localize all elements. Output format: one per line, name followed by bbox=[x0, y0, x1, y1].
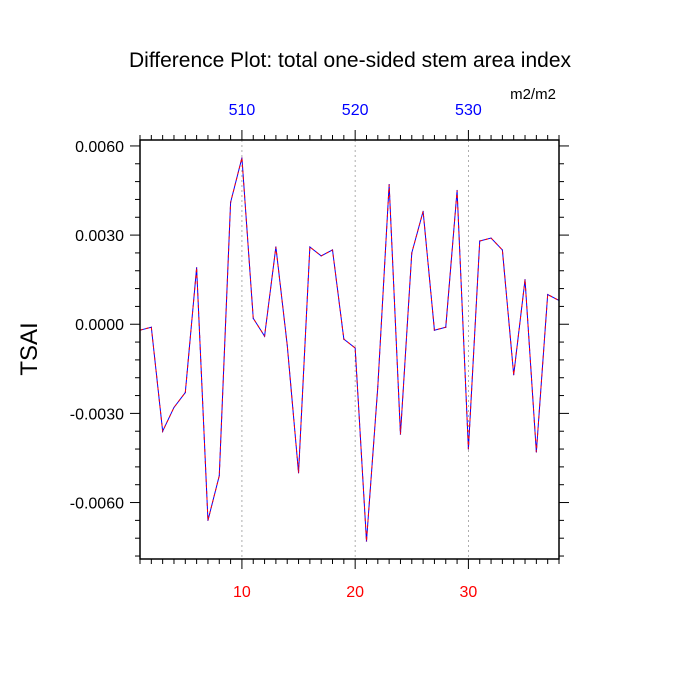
data-point bbox=[501, 249, 503, 251]
data-point bbox=[218, 475, 220, 477]
data-point bbox=[422, 210, 424, 212]
data-point bbox=[196, 267, 198, 269]
y-tick-label: 0.0060 bbox=[75, 139, 124, 156]
data-point bbox=[207, 519, 209, 521]
x-tick-label-top: 530 bbox=[455, 102, 482, 119]
x-tick-label-top: 510 bbox=[229, 102, 256, 119]
plot-frame bbox=[139, 139, 560, 560]
x-tick-label-bottom: 30 bbox=[460, 584, 478, 601]
y-axis-label: TSAI bbox=[16, 322, 43, 375]
data-point bbox=[456, 189, 458, 192]
series-line bbox=[139, 157, 560, 542]
x-tick-label-bottom: 10 bbox=[233, 584, 251, 601]
data-point bbox=[388, 183, 390, 186]
data-point bbox=[297, 472, 300, 474]
data-point bbox=[445, 326, 447, 328]
data-point bbox=[467, 448, 470, 450]
y-tick-label: 0.0030 bbox=[75, 228, 124, 245]
data-point bbox=[162, 430, 164, 432]
data-point bbox=[343, 338, 345, 340]
data-point bbox=[320, 255, 322, 257]
units-label: m2/m2 bbox=[510, 86, 556, 103]
data-point bbox=[286, 344, 288, 346]
data-point bbox=[411, 252, 413, 254]
data-point bbox=[184, 391, 186, 394]
data-series bbox=[139, 157, 560, 542]
data-point bbox=[490, 237, 492, 239]
data-point bbox=[229, 201, 232, 204]
data-point bbox=[377, 386, 379, 388]
data-point bbox=[150, 326, 152, 328]
y-tick-label: 0.0000 bbox=[75, 317, 124, 334]
data-point bbox=[547, 293, 549, 296]
data-point bbox=[479, 240, 481, 242]
data-point bbox=[309, 246, 311, 248]
chart-title: Difference Plot: total one-sided stem ar… bbox=[129, 49, 572, 72]
data-point bbox=[354, 347, 356, 349]
data-point bbox=[535, 451, 537, 453]
data-point bbox=[173, 406, 175, 409]
data-point bbox=[524, 279, 526, 281]
y-tick-label: -0.0060 bbox=[70, 496, 124, 513]
data-point bbox=[331, 249, 334, 251]
data-point bbox=[513, 374, 515, 376]
y-tick-label: -0.0030 bbox=[70, 406, 124, 423]
data-point bbox=[263, 335, 266, 337]
data-point bbox=[275, 246, 277, 248]
series-line-overlay bbox=[139, 157, 560, 542]
data-point bbox=[433, 329, 436, 331]
x-tick-label-top: 520 bbox=[342, 102, 369, 119]
data-point bbox=[252, 317, 254, 319]
data-point bbox=[365, 540, 368, 542]
axes: 10 20 30 510 520 530 0.0060 0.0030 0.0000 -0.0030… bbox=[70, 102, 569, 601]
data-point bbox=[241, 157, 243, 159]
data-point bbox=[399, 433, 402, 435]
x-tick-label-bottom: 20 bbox=[346, 584, 364, 601]
